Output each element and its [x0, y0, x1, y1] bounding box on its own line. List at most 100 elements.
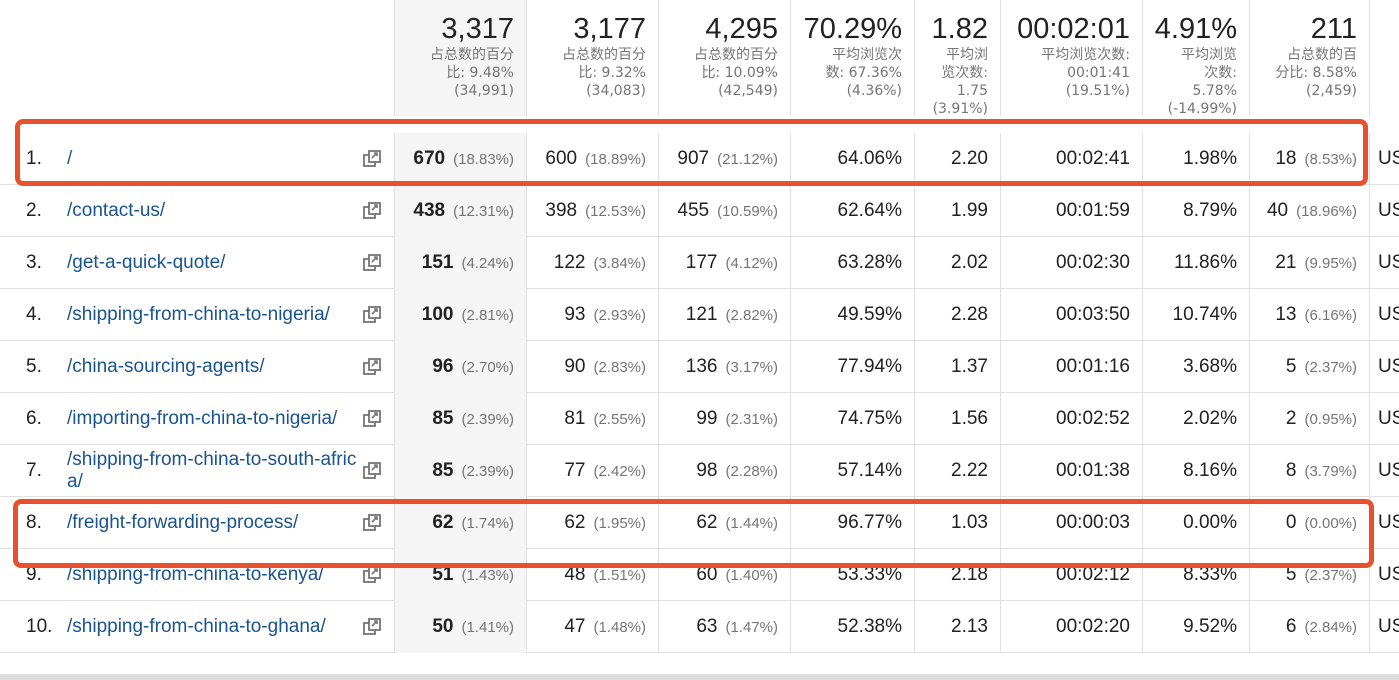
metric-cell-1: 100 (2.81%) — [395, 289, 527, 341]
metric-value: 93 — [564, 304, 586, 325]
metric-cell-6: 00:01:16 — [1001, 341, 1143, 393]
header-metric-5[interactable]: 1.82 平均浏 览次数: 1.75 (3.91%) — [915, 0, 1001, 116]
header-metric-3[interactable]: 4,295 占总数的百分 比: 10.09% (42,549) — [659, 0, 791, 116]
header-total: 70.29% — [803, 13, 902, 45]
open-in-new-window-icon[interactable] — [362, 305, 382, 325]
metric-value: 64.06% — [837, 148, 902, 169]
metric-value: 53.33% — [837, 564, 902, 585]
header-total: 4,295 — [705, 13, 778, 45]
open-in-new-window-icon[interactable] — [362, 201, 382, 221]
metric-value: 2.22 — [951, 460, 988, 481]
metric-value: 8 — [1285, 460, 1297, 481]
metric-percent: (1.43%) — [461, 566, 514, 584]
metric-cell-1: 51 (1.43%) — [395, 549, 527, 601]
header-metric-4[interactable]: 70.29% 平均浏览次 数: 67.36% (4.36%) — [791, 0, 915, 116]
metric-value: 8.79% — [1183, 200, 1237, 221]
truncated-next-column-value: US — [1378, 200, 1399, 221]
page-path-link[interactable]: /shipping-from-china-to-kenya/ — [67, 564, 324, 585]
page-path-link[interactable]: /shipping-from-china-to-nigeria/ — [67, 304, 330, 325]
header-total: 1.82 — [931, 13, 988, 45]
open-in-new-window-icon[interactable] — [362, 253, 382, 273]
metric-cell-2: 600 (18.89%) — [527, 133, 659, 185]
metric-value: 63.28% — [837, 252, 902, 273]
page-dimension-cell — [0, 549, 395, 601]
metric-percent: (2.81%) — [461, 306, 514, 324]
open-in-new-window-icon[interactable] — [362, 617, 382, 637]
header-total-detail: 占总数的百分 比: 10.09% (42,549) — [694, 47, 778, 99]
open-in-new-window-icon[interactable] — [362, 513, 382, 533]
metric-value: 907 — [677, 148, 710, 169]
metric-value: 0.00% — [1183, 512, 1237, 533]
header-total: 211 — [1310, 13, 1357, 45]
metric-value: 136 — [685, 356, 718, 377]
metric-cell-3: 121 (2.82%) — [659, 289, 791, 341]
metric-value: 00:00:03 — [1056, 512, 1130, 533]
open-in-new-window-icon[interactable] — [362, 565, 382, 585]
metric-percent: (1.74%) — [461, 514, 514, 532]
metric-cell-7: 3.68% — [1143, 341, 1250, 393]
header-total-detail: 平均浏览次数: 00:01:41 (19.51%) — [1041, 47, 1130, 99]
open-in-new-window-icon[interactable] — [362, 357, 382, 377]
metric-cell-1: 50 (1.41%) — [395, 601, 527, 653]
metric-value: 00:01:16 — [1056, 356, 1130, 377]
metric-percent: (2.42%) — [593, 462, 646, 480]
metric-value: 00:02:30 — [1056, 252, 1130, 273]
page-path-link[interactable]: /shipping-from-china-to-south-africa/ — [67, 449, 357, 492]
metric-percent: (3.84%) — [593, 254, 646, 272]
metric-percent: (4.24%) — [461, 254, 514, 272]
metric-percent: (12.31%) — [453, 202, 514, 220]
metric-value: 1.99 — [951, 200, 988, 221]
metric-cell-4: 52.38% — [791, 601, 915, 653]
metric-value: 2.20 — [951, 148, 988, 169]
page-path-link[interactable]: /get-a-quick-quote/ — [67, 252, 226, 273]
metric-cell-5: 1.03 — [915, 497, 1001, 549]
table-row: 5. /china-sourcing-agents/96 (2.70%) 90 (2.8… — [0, 341, 1399, 393]
truncated-next-column-value: US — [1378, 564, 1399, 585]
metric-value: 3.68% — [1183, 356, 1237, 377]
page-dimension-cell — [0, 185, 395, 237]
metric-cell-7: 0.00% — [1143, 497, 1250, 549]
metric-cell-4: 96.77% — [791, 497, 915, 549]
table-row: 1. / 670 (18.83%) 600 (18.89%) 907 (21.12%) 64.0… — [0, 133, 1399, 185]
metric-cell-4: 77.94% — [791, 341, 915, 393]
horizontal-scrollbar[interactable] — [0, 674, 1399, 680]
metric-percent: (9.95%) — [1304, 254, 1357, 272]
metric-cell-3: 455 (10.59%) — [659, 185, 791, 237]
header-metric-7[interactable]: 4.91% 平均浏览 次数: 5.78% (-14.99%) — [1143, 0, 1250, 116]
metric-cell-1: 85 (2.39%) — [395, 393, 527, 445]
dimension-header-blank — [0, 0, 395, 116]
open-in-new-window-icon[interactable] — [362, 409, 382, 429]
table-row: 7. /shipping-from-china-to-south-africa/8… — [0, 445, 1399, 497]
open-in-new-window-icon[interactable] — [362, 461, 382, 481]
metric-value: 62.64% — [837, 200, 902, 221]
metric-percent: (1.44%) — [725, 514, 778, 532]
metric-cell-7: 8.16% — [1143, 445, 1250, 497]
table-row: 4. /shipping-from-china-to-nigeria/100 (2.… — [0, 289, 1399, 341]
page-path-link[interactable]: /contact-us/ — [67, 200, 166, 221]
header-metric-1[interactable]: 3,317 占总数的百分 比: 9.48% (34,991) — [395, 0, 527, 116]
metric-value: 455 — [677, 200, 710, 221]
page-path-link[interactable]: /china-sourcing-agents/ — [67, 356, 265, 377]
header-metric-2[interactable]: 3,177 占总数的百分 比: 9.32% (34,083) — [527, 0, 659, 116]
metric-value: 62 — [432, 512, 454, 533]
page-path-link[interactable]: / — [67, 148, 73, 169]
metric-cell-5: 2.13 — [915, 601, 1001, 653]
open-in-new-window-icon[interactable] — [362, 149, 382, 169]
metric-percent: (0.00%) — [1304, 514, 1357, 532]
metric-value: 0 — [1285, 512, 1297, 533]
metric-value: 81 — [564, 408, 586, 429]
page-dimension-cell — [0, 341, 395, 393]
metric-percent: (2.37%) — [1304, 566, 1357, 584]
metric-percent: (18.96%) — [1296, 202, 1357, 220]
page-path-link[interactable]: /freight-forwarding-process/ — [67, 512, 299, 533]
metric-cell-8: 6 (2.84%) — [1250, 601, 1370, 653]
metric-value: 51 — [432, 564, 454, 585]
metric-cell-2: 398 (12.53%) — [527, 185, 659, 237]
page-path-link[interactable]: /importing-from-china-to-nigeria/ — [67, 408, 338, 429]
page-path-link[interactable]: /shipping-from-china-to-ghana/ — [67, 616, 326, 637]
header-metric-6[interactable]: 00:02:01 平均浏览次数: 00:01:41 (19.51%) — [1001, 0, 1143, 116]
header-metric-8[interactable]: 211 占总数的百 分比: 8.58% (2,459) — [1250, 0, 1370, 116]
metric-value: 77 — [564, 460, 586, 481]
page-dimension-cell — [0, 289, 395, 341]
row-index: 2. — [26, 200, 42, 221]
